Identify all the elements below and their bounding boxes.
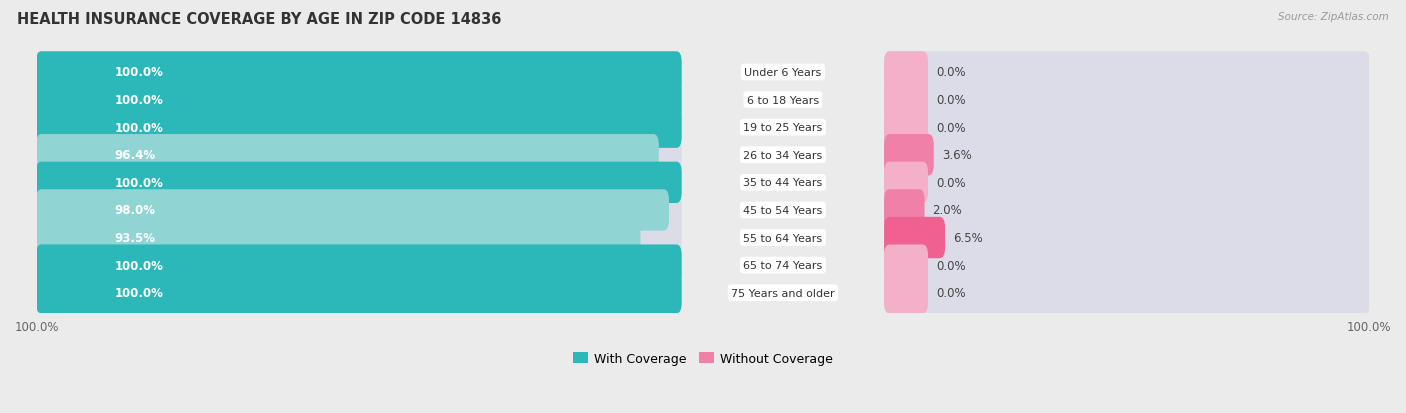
Text: 100.0%: 100.0% <box>114 259 163 272</box>
FancyBboxPatch shape <box>37 190 669 231</box>
Text: 98.0%: 98.0% <box>114 204 156 217</box>
Text: Under 6 Years: Under 6 Years <box>744 68 821 78</box>
Text: 2.0%: 2.0% <box>932 204 962 217</box>
Text: 3.6%: 3.6% <box>942 149 972 162</box>
Text: 100.0%: 100.0% <box>114 121 163 134</box>
Text: 65 to 74 Years: 65 to 74 Years <box>744 261 823 271</box>
Text: 0.0%: 0.0% <box>936 121 966 134</box>
Text: 0.0%: 0.0% <box>936 176 966 190</box>
FancyBboxPatch shape <box>884 272 1369 313</box>
FancyBboxPatch shape <box>884 52 928 93</box>
Text: 100.0%: 100.0% <box>114 94 163 107</box>
FancyBboxPatch shape <box>37 245 682 286</box>
FancyBboxPatch shape <box>37 272 682 313</box>
FancyBboxPatch shape <box>884 135 934 176</box>
FancyBboxPatch shape <box>884 162 928 204</box>
FancyBboxPatch shape <box>37 162 682 204</box>
Text: 6.5%: 6.5% <box>953 231 983 244</box>
Text: 100.0%: 100.0% <box>114 287 163 299</box>
FancyBboxPatch shape <box>37 52 682 93</box>
FancyBboxPatch shape <box>37 135 659 176</box>
Text: 6 to 18 Years: 6 to 18 Years <box>747 95 818 105</box>
FancyBboxPatch shape <box>884 107 928 149</box>
Text: 19 to 25 Years: 19 to 25 Years <box>744 123 823 133</box>
FancyBboxPatch shape <box>37 80 682 121</box>
Text: 0.0%: 0.0% <box>936 287 966 299</box>
Text: 35 to 44 Years: 35 to 44 Years <box>744 178 823 188</box>
Text: 0.0%: 0.0% <box>936 94 966 107</box>
Text: 55 to 64 Years: 55 to 64 Years <box>744 233 823 243</box>
FancyBboxPatch shape <box>884 162 1369 204</box>
FancyBboxPatch shape <box>37 217 640 259</box>
FancyBboxPatch shape <box>884 217 945 259</box>
Text: 0.0%: 0.0% <box>936 66 966 79</box>
Text: 75 Years and older: 75 Years and older <box>731 288 835 298</box>
FancyBboxPatch shape <box>37 245 682 286</box>
FancyBboxPatch shape <box>884 272 928 313</box>
FancyBboxPatch shape <box>37 80 682 121</box>
FancyBboxPatch shape <box>884 217 1369 259</box>
FancyBboxPatch shape <box>884 80 928 121</box>
FancyBboxPatch shape <box>37 217 682 259</box>
Text: 100.0%: 100.0% <box>114 66 163 79</box>
FancyBboxPatch shape <box>37 162 682 204</box>
FancyBboxPatch shape <box>37 107 682 149</box>
FancyBboxPatch shape <box>37 190 682 231</box>
Text: 45 to 54 Years: 45 to 54 Years <box>744 205 823 216</box>
Text: 26 to 34 Years: 26 to 34 Years <box>744 150 823 160</box>
Text: Source: ZipAtlas.com: Source: ZipAtlas.com <box>1278 12 1389 22</box>
Legend: With Coverage, Without Coverage: With Coverage, Without Coverage <box>572 352 834 365</box>
FancyBboxPatch shape <box>884 190 925 231</box>
FancyBboxPatch shape <box>37 107 682 149</box>
FancyBboxPatch shape <box>884 107 1369 149</box>
Text: 0.0%: 0.0% <box>936 259 966 272</box>
FancyBboxPatch shape <box>884 80 1369 121</box>
Text: HEALTH INSURANCE COVERAGE BY AGE IN ZIP CODE 14836: HEALTH INSURANCE COVERAGE BY AGE IN ZIP … <box>17 12 502 27</box>
FancyBboxPatch shape <box>37 135 682 176</box>
FancyBboxPatch shape <box>884 52 1369 93</box>
FancyBboxPatch shape <box>884 135 1369 176</box>
FancyBboxPatch shape <box>884 245 928 286</box>
FancyBboxPatch shape <box>884 245 1369 286</box>
FancyBboxPatch shape <box>884 190 1369 231</box>
Text: 100.0%: 100.0% <box>114 176 163 190</box>
Text: 96.4%: 96.4% <box>114 149 156 162</box>
FancyBboxPatch shape <box>37 52 682 93</box>
FancyBboxPatch shape <box>37 272 682 313</box>
Text: 93.5%: 93.5% <box>114 231 156 244</box>
